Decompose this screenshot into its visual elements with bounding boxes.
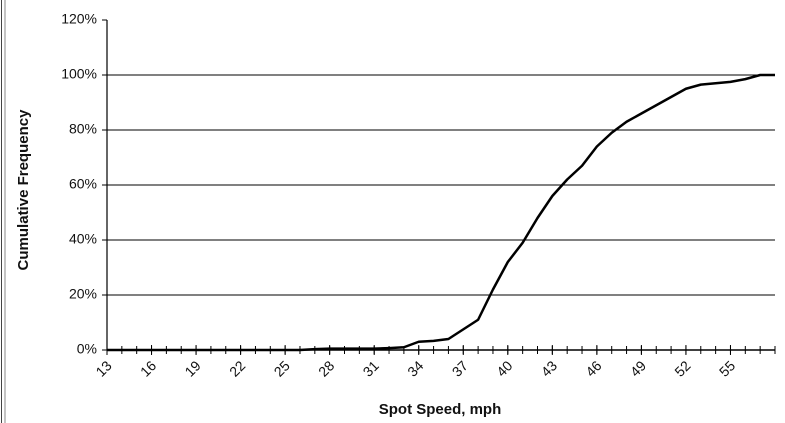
data-line bbox=[107, 73, 775, 352]
y-tick-label: 80% bbox=[69, 121, 97, 137]
x-axis-title: Spot Speed, mph bbox=[379, 401, 502, 418]
y-tick-label: 20% bbox=[69, 286, 97, 302]
y-tick-label: 120% bbox=[61, 11, 97, 27]
y-tick-label: 60% bbox=[69, 176, 97, 192]
y-tick-label: 0% bbox=[77, 341, 97, 357]
y-tick-label: 100% bbox=[61, 66, 97, 82]
y-tick-label: 40% bbox=[69, 231, 97, 247]
y-axis-title: Cumulative Frequency bbox=[15, 109, 32, 271]
